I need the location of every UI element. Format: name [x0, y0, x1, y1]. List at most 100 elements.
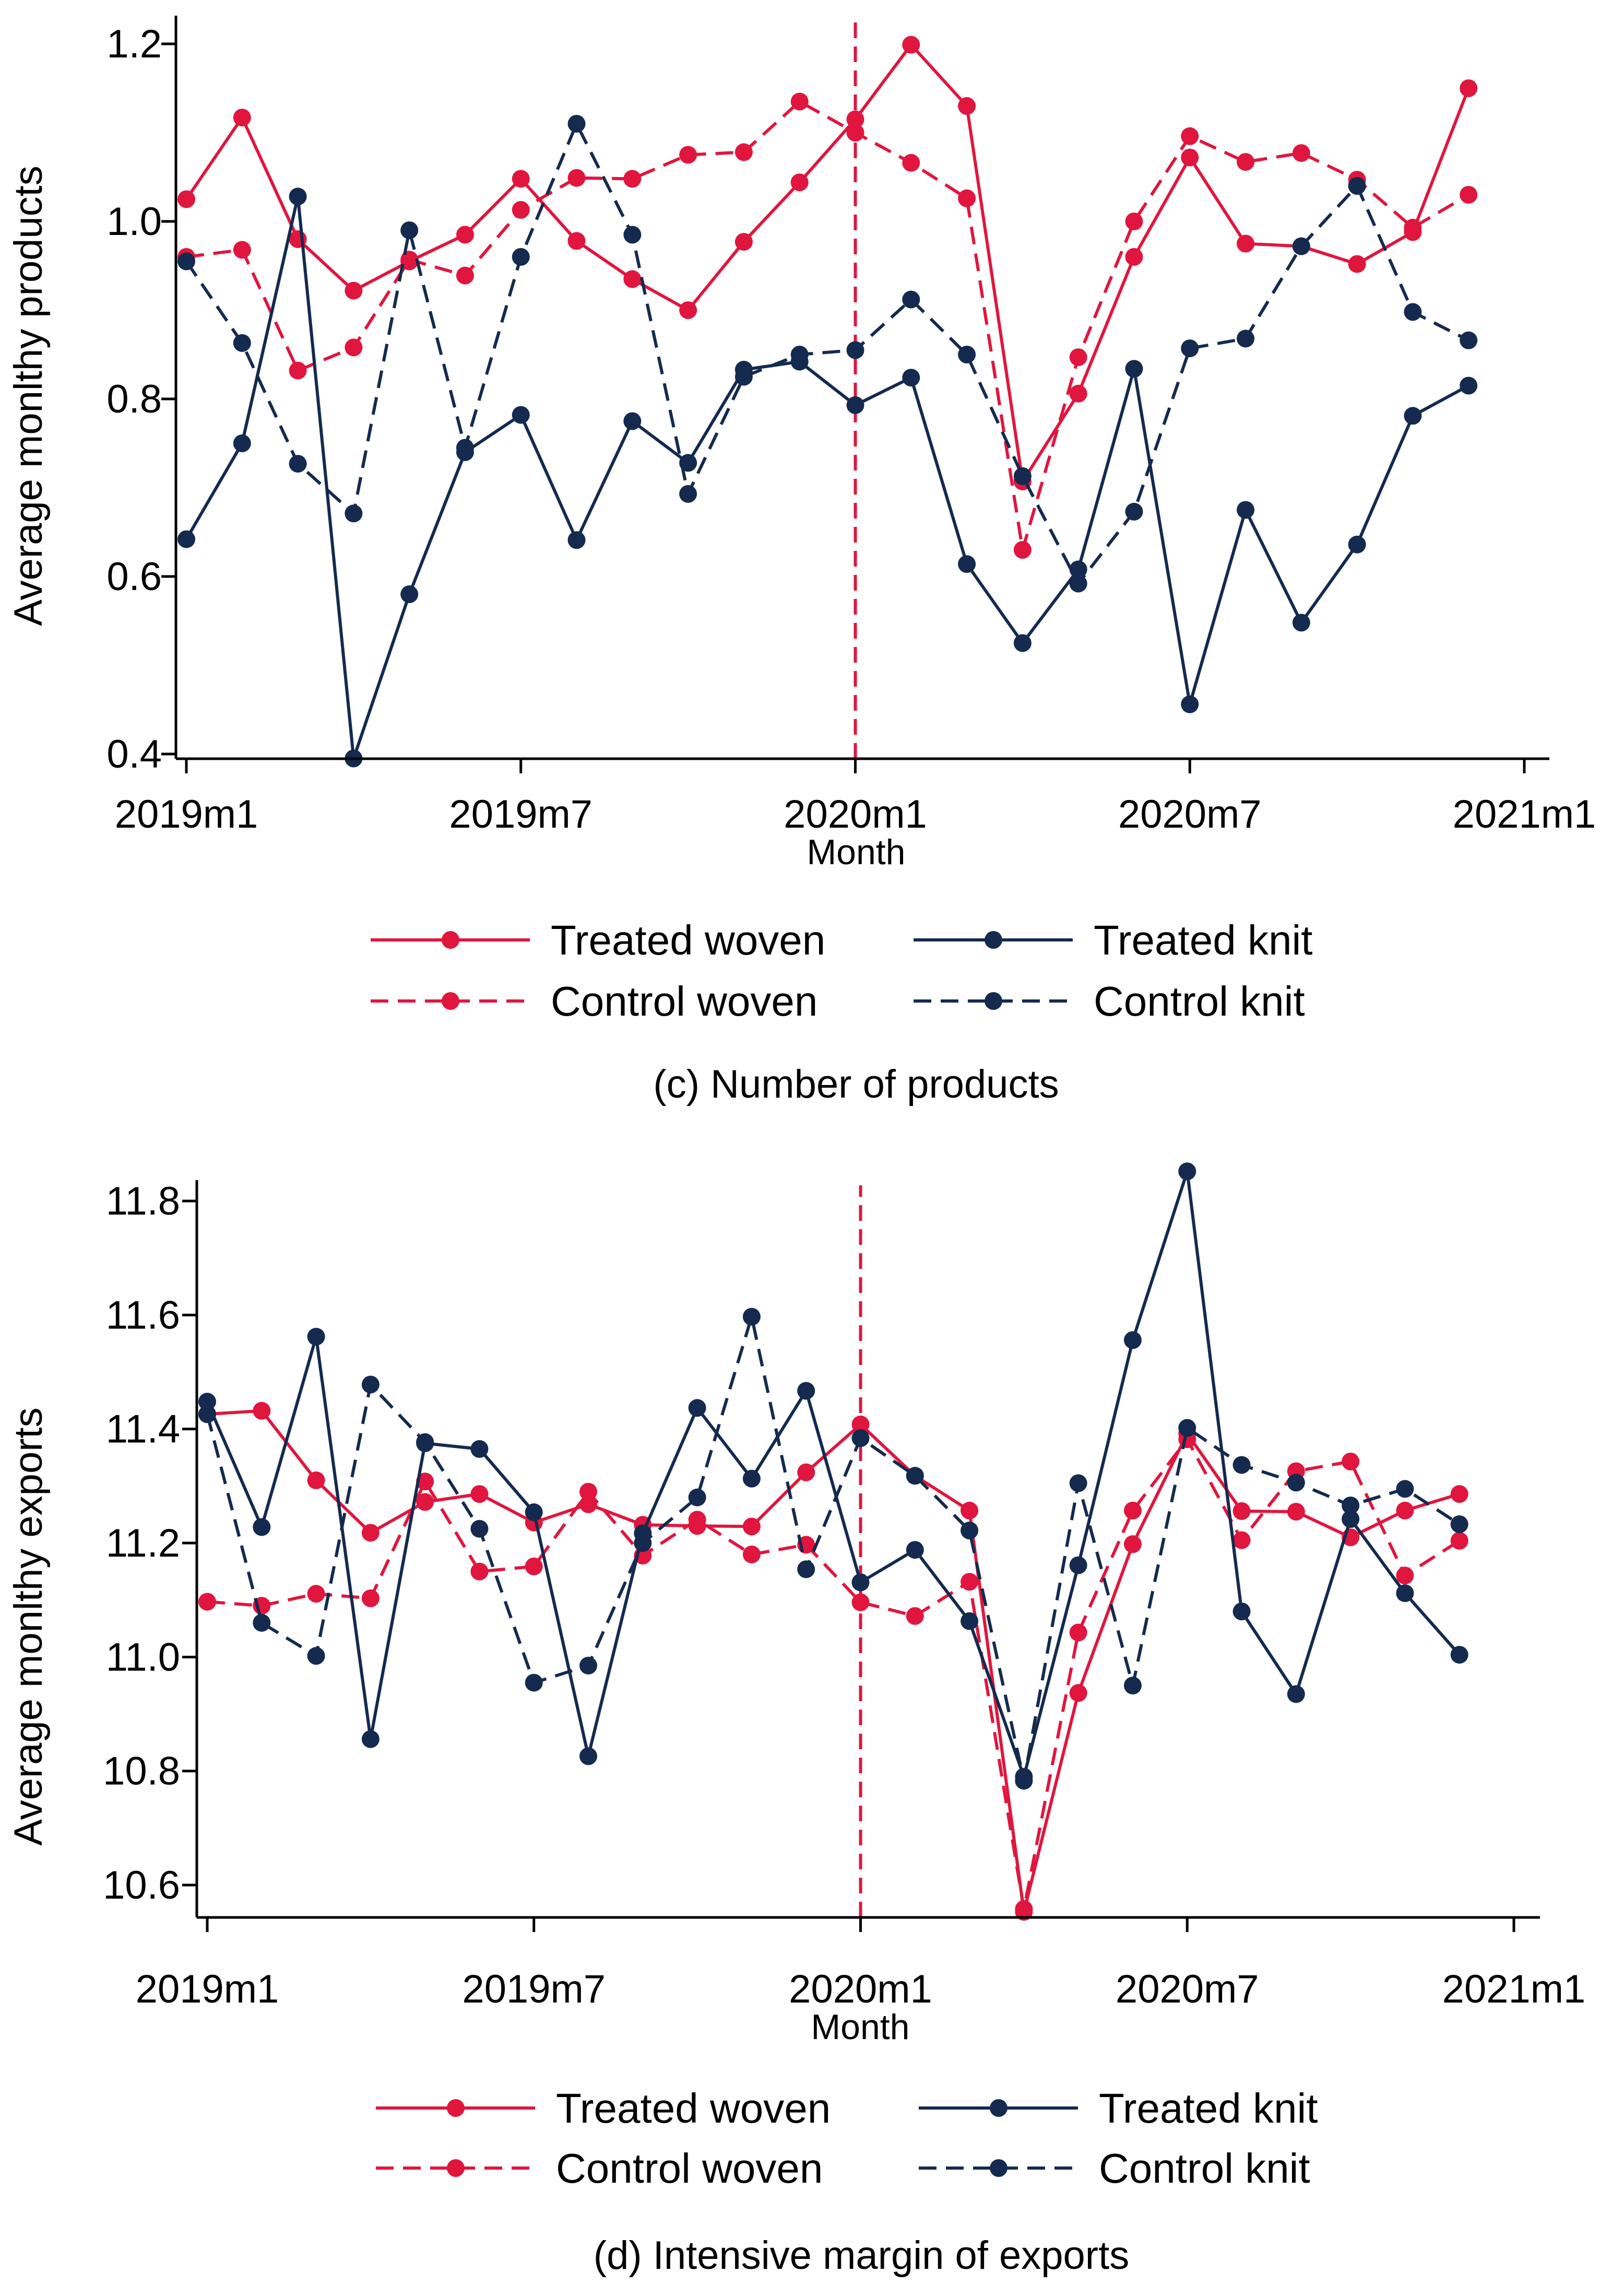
panel-c-data-point	[1013, 467, 1032, 485]
panel-d-data-point	[906, 1467, 924, 1485]
panel-c-series-line	[185, 122, 1469, 585]
panel-c-data-point	[1125, 360, 1143, 378]
panel-c-data-point	[1460, 376, 1478, 395]
panel-d-series-line	[206, 1170, 1461, 1779]
panel-c-data-point	[1125, 248, 1143, 266]
panel-c-data-point	[1125, 213, 1143, 230]
panel-d-x-tick-label: 2020m1	[789, 1967, 932, 2011]
panel-c-data-point	[623, 412, 642, 430]
panel-d-legend-marker	[990, 2159, 1007, 2177]
panel-c-y-tick-label: 1.0	[106, 199, 162, 244]
panel-c-data-point	[1460, 79, 1478, 97]
panel-c-data-point	[1069, 560, 1087, 579]
panel-c-data-point	[1348, 177, 1366, 195]
panel-d-data-point	[797, 1382, 815, 1400]
panel-c-data-point	[623, 226, 642, 244]
panel-c-data-point	[1404, 303, 1422, 321]
panel-d-x-tick-label: 2020m7	[1116, 1967, 1259, 2011]
panel-d-y-tick-label: 11.2	[106, 1521, 180, 1565]
panel-d-data-point	[742, 1545, 761, 1563]
panel-c-legend-item: Control woven	[371, 978, 817, 1025]
panel-d-data-point	[742, 1469, 761, 1488]
panel-d-data-point	[1287, 1474, 1305, 1492]
panel-d-legend-marker	[990, 2099, 1007, 2117]
panel-d-data-point	[688, 1488, 706, 1506]
panel-d-data-point	[416, 1473, 434, 1491]
panel-c-data-point	[233, 434, 251, 452]
panel-d-data-point	[906, 1541, 924, 1559]
panel-c-data-point	[345, 338, 363, 357]
panel-c-data-point	[177, 530, 195, 548]
panel-c-data-point	[902, 36, 920, 54]
panel-d-legend-marker	[447, 2099, 465, 2117]
panel-d-data-point	[1342, 1496, 1360, 1514]
panel-c-y-tick-label: 0.6	[106, 555, 162, 599]
panel-c-data-point	[456, 226, 474, 244]
panel-d-data-point	[361, 1589, 380, 1607]
panel-d-x-tick-label: 2019m7	[462, 1967, 606, 2011]
panel-c-data-point	[177, 252, 195, 270]
panel-c-data-point	[790, 346, 809, 363]
panel-d-data-point	[470, 1485, 489, 1503]
panel-c-legend-item: Treated knit	[914, 917, 1312, 963]
panel-c-data-point	[1460, 186, 1478, 204]
panel-c-data-point	[512, 248, 530, 266]
panel-c-data-point	[1237, 329, 1255, 348]
panel-d-data-point	[742, 1308, 761, 1326]
panel-c-data-point	[233, 109, 251, 127]
panel-d-data-point	[361, 1730, 380, 1748]
panel-d-data-point	[634, 1534, 652, 1552]
panel-c-data-point	[1069, 384, 1087, 403]
panel-c-data-point	[233, 334, 251, 352]
panel-c-legend-label: Control knit	[1094, 978, 1305, 1025]
panel-c-data-point	[1237, 234, 1255, 253]
panel-c-data-point	[512, 170, 530, 188]
panel-c-data-point	[1181, 695, 1199, 713]
panel-c-data-point	[679, 146, 697, 164]
panel-c-data-point	[902, 290, 920, 309]
panel-d-data-point	[851, 1573, 870, 1592]
panel-c-data-point	[1460, 331, 1478, 349]
panel-d-data-point	[525, 1557, 543, 1575]
panel-c-data-point	[289, 361, 307, 380]
panel-d-data-point	[1069, 1474, 1087, 1492]
panel-d-y-tick-label: 10.8	[103, 1749, 180, 1794]
panel-d-data-point	[1450, 1515, 1468, 1533]
panel-c-caption: (c) Number of products	[653, 1062, 1059, 1106]
panel-c-data-point	[846, 110, 864, 128]
panel-d-data-point	[198, 1393, 216, 1411]
panel-c-data-point	[1181, 148, 1199, 167]
panel-d-data-point	[253, 1402, 271, 1420]
panel-d-intensive-margin: 10.6 10.8 11.0 11.2 11.4 11.6 11.8 2019m1 2019m7…	[6, 1162, 1585, 2278]
panel-c-series-line	[185, 195, 1469, 760]
panel-d-data-point	[579, 1482, 598, 1501]
panel-d-data-point	[470, 1520, 489, 1538]
panel-d-data-point	[579, 1495, 598, 1513]
panel-d-data-point	[470, 1440, 489, 1458]
panel-d-data-point	[470, 1562, 489, 1581]
panel-c-legend-marker	[442, 992, 459, 1010]
panel-d-x-axis-title: Month	[811, 2007, 910, 2047]
panel-d-data-point	[307, 1327, 325, 1346]
panel-c-x-axis-title: Month	[807, 832, 906, 872]
panel-d-data-point	[1178, 1419, 1196, 1437]
panel-d-data-point	[1287, 1502, 1305, 1521]
panel-c-data-point	[1292, 614, 1310, 632]
panel-d-y-tick-label: 11.0	[106, 1635, 180, 1679]
panel-d-data-point	[253, 1518, 271, 1536]
panel-d-y-axis-title: Average monlthy exports	[6, 1407, 51, 1845]
panel-c-legend-label: Control woven	[551, 978, 817, 1025]
panel-d-data-point	[579, 1747, 598, 1765]
panel-d-data-point	[961, 1521, 979, 1539]
panel-d-data-point	[1069, 1623, 1087, 1642]
panel-c-legend-item: Control knit	[914, 978, 1305, 1025]
panel-d-data-point	[1396, 1501, 1414, 1520]
panel-d-y-tick-label: 11.4	[106, 1407, 180, 1452]
panel-c-legend-marker	[985, 992, 1002, 1010]
panel-c-x-tick-label: 2020m7	[1118, 792, 1262, 837]
panel-d-data-point	[1015, 1900, 1033, 1918]
panel-d-data-point	[416, 1493, 434, 1511]
panel-c-data-point	[958, 555, 976, 573]
panel-d-legend-label: Control knit	[1099, 2145, 1310, 2192]
